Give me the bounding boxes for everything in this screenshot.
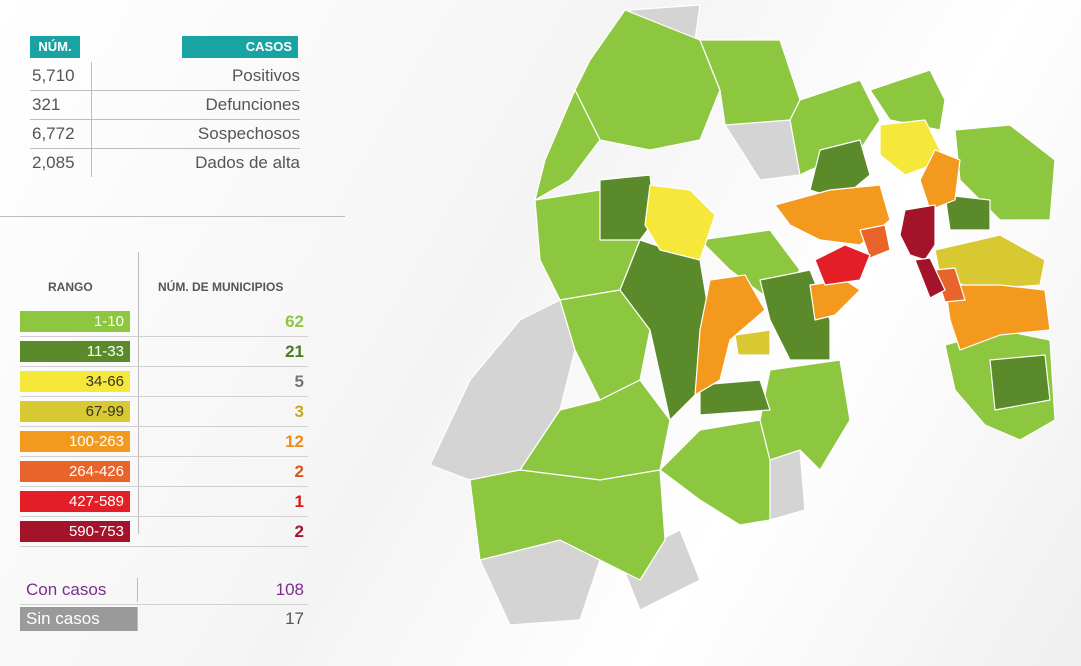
legend-swatch: 590-753 — [20, 521, 130, 542]
legend-count: 2 — [294, 521, 304, 541]
map-region-1-10 — [574, 9, 721, 151]
legend-count: 5 — [294, 371, 304, 391]
stat-label: Defunciones — [205, 95, 300, 114]
map-region-264-426 — [859, 224, 891, 259]
stat-num: 321 — [30, 91, 92, 119]
legend-header-rango: RANGO — [48, 280, 93, 294]
map-region-1-10 — [534, 89, 601, 201]
totals-row-con-casos: Con casos 108 — [20, 576, 308, 605]
header-casos: CASOS — [182, 36, 298, 58]
map-region-590-753 — [914, 257, 946, 299]
legend-swatch: 264-426 — [20, 461, 130, 482]
map-region-100-263 — [809, 279, 861, 321]
map-region-1-10 — [759, 359, 851, 471]
stat-label: Dados de alta — [195, 153, 300, 172]
legend-row: 427-589 1 — [20, 487, 308, 517]
legend-count: 3 — [294, 401, 304, 421]
stat-row-dados-de-alta: 2,085 Dados de alta — [30, 149, 300, 177]
stat-row-sospechosos: 6,772 Sospechosos — [30, 120, 300, 149]
legend-row: 1-10 62 — [20, 307, 308, 337]
legend-row: 264-426 2 — [20, 457, 308, 487]
legend-row: 67-99 3 — [20, 397, 308, 427]
legend-header-municipios: NÚM. DE MUNICIPIOS — [158, 280, 284, 294]
stat-num: 5,710 — [30, 62, 92, 90]
map-region-100-263 — [944, 284, 1051, 351]
con-casos-label: Con casos — [20, 578, 138, 602]
stat-label: Positivos — [231, 66, 300, 85]
header-num: NÚM. — [30, 36, 80, 58]
stat-num: 2,085 — [30, 149, 92, 177]
sin-casos-value: 17 — [285, 609, 304, 628]
map-region-11-33 — [944, 194, 991, 231]
stats-table: 5,710 Positivos 321 Defunciones 6,772 So… — [30, 62, 300, 177]
legend-count: 12 — [285, 431, 304, 451]
legend-count: 21 — [285, 341, 304, 361]
map-region-1-10 — [659, 419, 771, 526]
map-region-11-33 — [619, 239, 711, 421]
map-region-11-33 — [699, 379, 771, 416]
map-region-100-263 — [919, 149, 961, 211]
legend-count: 1 — [294, 491, 304, 511]
legend-swatch: 67-99 — [20, 401, 130, 422]
legend-count: 2 — [294, 461, 304, 481]
legend-column-divider — [138, 252, 139, 534]
map-region-67-99 — [734, 329, 771, 356]
stat-num: 6,772 — [30, 120, 92, 148]
legend-row: 34-66 5 — [20, 367, 308, 397]
legend-swatch: 427-589 — [20, 491, 130, 512]
legend-count: 62 — [285, 311, 304, 331]
totals-row-sin-casos: Sin casos 17 — [20, 605, 308, 633]
map-region-1-10 — [469, 469, 666, 581]
stat-label: Sospechosos — [197, 124, 300, 143]
stat-row-defunciones: 321 Defunciones — [30, 91, 300, 120]
map-region-100-263 — [694, 274, 766, 396]
stat-row-positivos: 5,710 Positivos — [30, 62, 300, 91]
map-region-427-589 — [814, 244, 871, 286]
legend-swatch: 100-263 — [20, 431, 130, 452]
choropleth-map — [429, 4, 1056, 626]
map-region-1-10 — [954, 124, 1056, 221]
con-casos-value: 108 — [275, 580, 304, 599]
legend-row: 100-263 12 — [20, 427, 308, 457]
map-region-34-66 — [644, 184, 716, 261]
section-divider — [0, 216, 345, 217]
sin-casos-label: Sin casos — [20, 607, 138, 631]
map-region-no-cases — [724, 119, 801, 181]
legend-row: 11-33 21 — [20, 337, 308, 367]
legend-swatch: 11-33 — [20, 341, 130, 362]
totals-table: Con casos 108 Sin casos 17 — [20, 576, 308, 633]
map-region-11-33 — [989, 354, 1051, 411]
map-region-590-753 — [899, 204, 936, 261]
legend-swatch: 34-66 — [20, 371, 130, 392]
legend-swatch: 1-10 — [20, 311, 130, 332]
legend-table: 1-10 62 11-33 21 34-66 5 67-99 3 100-263… — [20, 307, 308, 547]
map-region-1-10 — [869, 69, 946, 131]
legend-row: 590-753 2 — [20, 517, 308, 547]
